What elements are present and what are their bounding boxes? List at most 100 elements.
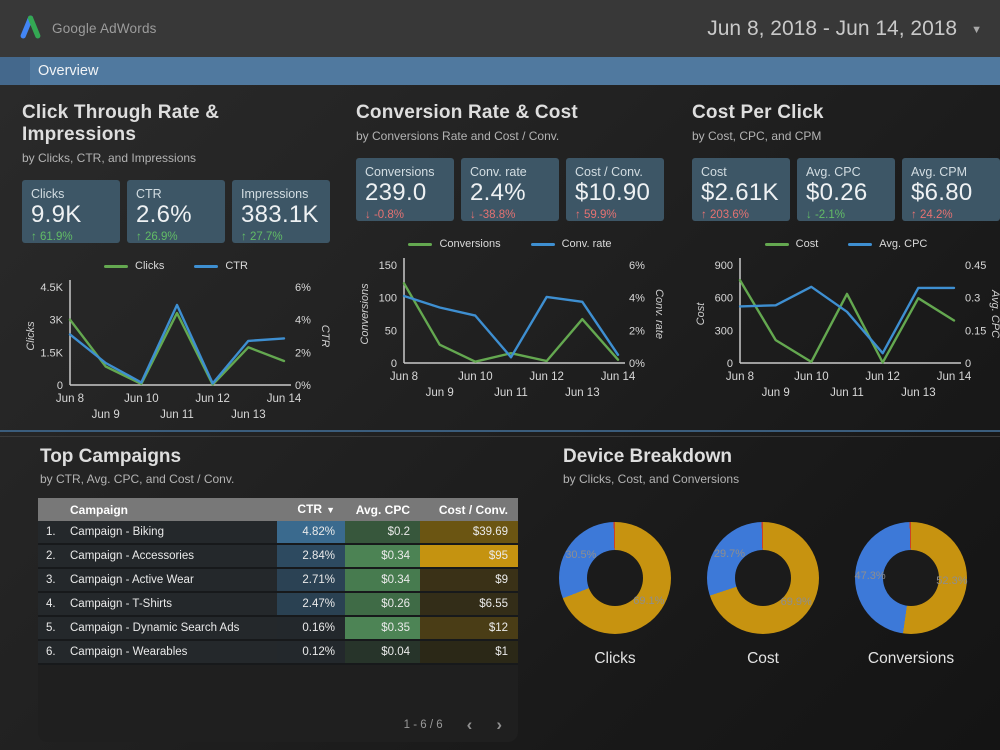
scorecard-value: 2.6% <box>136 201 192 228</box>
scorecard-delta: ↑ 59.9% <box>575 209 655 221</box>
table-row[interactable]: 1. Campaign - Biking 4.82% $0.2 $39.69 <box>38 521 518 545</box>
scorecard-label: Cost <box>701 165 727 179</box>
ctr-value: 2.71% <box>277 569 345 591</box>
donut-metric-name: Cost <box>747 650 779 667</box>
tab-overview[interactable]: Overview <box>38 63 99 79</box>
scorecard-label: Avg. CPM <box>911 165 968 179</box>
svg-text:Jun 9: Jun 9 <box>92 409 120 421</box>
legend-item: CTR <box>194 260 248 272</box>
svg-text:6%: 6% <box>629 260 645 272</box>
legend-item: Conversions <box>408 238 501 250</box>
donut-figure: 52.3% 47.3% Conversions <box>852 522 970 668</box>
column-header-cost-conv[interactable]: Cost / Conv. <box>438 502 508 517</box>
svg-text:100: 100 <box>379 293 397 305</box>
avg-cpc-value: $0.04 <box>345 641 420 663</box>
donut-chart-cost[interactable]: 69.9% 29.7% <box>707 522 819 634</box>
svg-text:Jun 9: Jun 9 <box>426 387 454 399</box>
svg-text:3K: 3K <box>50 315 64 327</box>
slice-percentage-label: 69.9% <box>780 595 812 608</box>
table-pagination: 1 - 6 / 6 ‹ › <box>403 715 502 734</box>
svg-text:Jun 14: Jun 14 <box>601 371 636 383</box>
legend-label: CTR <box>225 260 248 272</box>
svg-text:0%: 0% <box>295 380 311 392</box>
slice-percentage-label: 47.3% <box>854 569 886 582</box>
avg-cpc-value: $0.34 <box>345 569 420 591</box>
svg-text:Jun 8: Jun 8 <box>56 393 84 405</box>
nav-bar: Overview <box>0 57 1000 85</box>
avg-cpc-value: $0.2 <box>345 521 420 543</box>
date-range-value: Jun 8, 2018 - Jun 14, 2018 <box>707 16 958 40</box>
column-header-campaign[interactable]: Campaign <box>70 502 129 517</box>
scorecard-value: $6.80 <box>911 179 973 206</box>
devices-title: Device Breakdown <box>563 446 732 467</box>
svg-text:0: 0 <box>391 358 397 370</box>
svg-text:CTR: CTR <box>319 325 330 348</box>
table-row[interactable]: 3. Campaign - Active Wear 2.71% $0.34 $9 <box>38 569 518 593</box>
pagination-next-icon[interactable]: › <box>496 715 502 734</box>
column-header-avg-cpc[interactable]: Avg. CPC <box>355 502 410 517</box>
section-subtitle: by Clicks, CTR, and Impressions <box>22 151 197 165</box>
scorecard-value: 383.1K <box>241 201 319 228</box>
svg-text:Jun 14: Jun 14 <box>937 371 972 383</box>
scorecard: Impressions 383.1K ↑ 27.7% <box>232 180 330 243</box>
scorecard-delta-value: 203.6% <box>709 209 749 221</box>
chart-legend: Cost Avg. CPC <box>692 238 1000 250</box>
legend-swatch <box>530 242 555 246</box>
table-row[interactable]: 4. Campaign - T-Shirts 2.47% $0.26 $6.55 <box>38 593 518 617</box>
scorecard-delta: ↓ -2.1% <box>806 209 886 221</box>
legend-label: Cost <box>795 238 819 250</box>
row-index: 6. <box>38 641 68 663</box>
legend-swatch <box>408 242 433 246</box>
svg-text:0%: 0% <box>629 358 645 370</box>
table-row[interactable]: 6. Campaign - Wearables 0.12% $0.04 $1 <box>38 641 518 665</box>
avg-cpc-value: $0.26 <box>345 593 420 615</box>
scorecard-value: 239.0 <box>365 179 427 206</box>
campaign-name: Campaign - Biking <box>68 521 277 543</box>
scorecard: Clicks 9.9K ↑ 61.9% <box>22 180 120 243</box>
scorecard-row: Cost $2.61K ↑ 203.6% Avg. CPC $0.26 ↓ -2.1% Av… <box>692 158 1000 221</box>
legend-item: Conv. rate <box>530 238 612 250</box>
scorecard-label: Conv. rate <box>470 165 527 179</box>
pagination-prev-icon[interactable]: ‹ <box>466 715 473 734</box>
slice-percentage-label: 52.3% <box>936 574 968 587</box>
cost-conv-value: $12 <box>420 617 518 639</box>
scorecard-label: Conversions <box>365 165 435 179</box>
scorecard-label: CTR <box>136 187 162 201</box>
campaign-name: Campaign - Accessories <box>68 545 277 567</box>
svg-text:Jun 13: Jun 13 <box>565 387 600 399</box>
donut-figure: 69.1% 30.5% Clicks <box>556 522 674 668</box>
svg-text:Jun 11: Jun 11 <box>494 387 528 399</box>
svg-text:Jun 12: Jun 12 <box>865 371 900 383</box>
app-header: Google AdWords Jun 8, 2018 - Jun 14, 201… <box>0 0 1000 57</box>
pagination-range: 1 - 6 / 6 <box>403 719 443 731</box>
scorecard: Conv. rate 2.4% ↓ -38.8% <box>461 158 559 221</box>
svg-text:150: 150 <box>379 260 397 272</box>
slice-percentage-label: 30.5% <box>565 549 597 562</box>
svg-text:Cost: Cost <box>695 302 707 326</box>
table-title: Top Campaigns <box>40 446 182 467</box>
donut-chart-clicks[interactable]: 69.1% 30.5% <box>559 522 671 634</box>
nav-active-notch <box>0 57 30 85</box>
line-chart-conversions-rate: 0 50 100 150 0% 2% 4% 6% Conversions Conv. rate Ju… <box>359 258 664 399</box>
section-title: Cost Per Click <box>692 102 824 123</box>
svg-text:Jun 10: Jun 10 <box>794 371 829 383</box>
svg-text:0: 0 <box>965 358 971 370</box>
table-row[interactable]: 5. Campaign - Dynamic Search Ads 0.16% $0.3… <box>38 617 518 641</box>
legend-item: Avg. CPC <box>848 238 927 250</box>
table-row[interactable]: 2. Campaign - Accessories 2.84% $0.34 $95 <box>38 545 518 569</box>
column-header-ctr[interactable]: CTR ▼ <box>297 502 335 516</box>
legend-label: Conversions <box>439 238 501 250</box>
table-subtitle: by CTR, Avg. CPC, and Cost / Conv. <box>40 472 235 486</box>
date-range-picker[interactable]: Jun 8, 2018 - Jun 14, 2018 ▼ <box>707 0 982 57</box>
scorecard: Cost / Conv. $10.90 ↑ 59.9% <box>566 158 664 221</box>
campaign-name: Campaign - Wearables <box>68 641 277 663</box>
svg-text:0.3: 0.3 <box>965 293 980 305</box>
donut-chart-conversions[interactable]: 52.3% 47.3% <box>854 522 968 634</box>
legend-swatch <box>848 242 873 246</box>
arrow-up-icon: ↑ <box>575 209 581 221</box>
arrow-up-icon: ↑ <box>241 231 247 243</box>
section-divider <box>0 430 1000 432</box>
svg-text:Jun 10: Jun 10 <box>124 393 159 405</box>
svg-text:2%: 2% <box>295 347 311 359</box>
table-body: 1. Campaign - Biking 4.82% $0.2 $39.69 2. Camp… <box>38 521 518 665</box>
